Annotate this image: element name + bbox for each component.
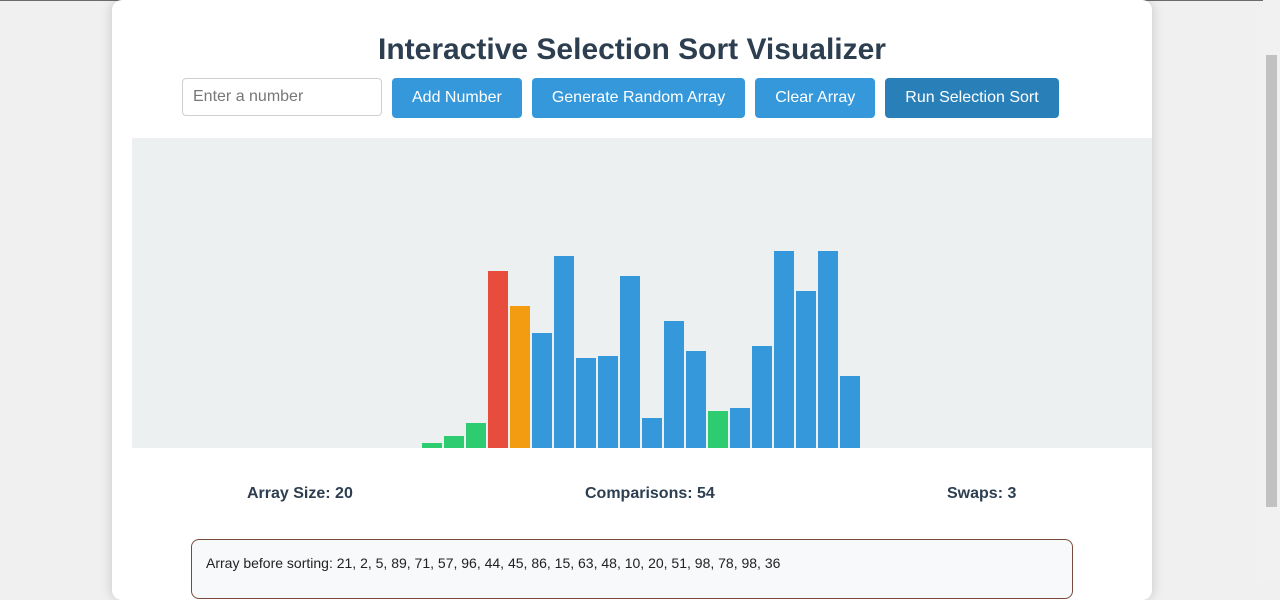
- array-bar: [774, 250, 794, 448]
- page-title: Interactive Selection Sort Visualizer: [378, 33, 886, 66]
- array-bar: [554, 255, 574, 448]
- array-size-stat: Array Size: 20: [247, 485, 353, 502]
- controls-bar: Add Number Generate Random Array Clear A…: [182, 78, 1059, 118]
- bar-list: [422, 138, 860, 448]
- status-message: Array before sorting: 21, 2, 5, 89, 71, …: [191, 539, 1073, 599]
- array-bar: [444, 435, 464, 448]
- number-input[interactable]: [182, 78, 382, 116]
- array-bar: [422, 443, 442, 448]
- array-bar: [686, 350, 706, 448]
- array-bar: [620, 275, 640, 448]
- array-bar: [730, 408, 750, 448]
- array-bar: [796, 290, 816, 448]
- array-bar: [576, 358, 596, 448]
- swaps-stat: Swaps: 3: [947, 485, 1017, 502]
- array-bar: [840, 375, 860, 448]
- array-bar: [752, 345, 772, 448]
- comparisons-stat: Comparisons: 54: [585, 485, 715, 502]
- array-bar: [488, 270, 508, 448]
- array-bar: [818, 250, 838, 448]
- array-visualization: [132, 138, 1152, 448]
- array-bar: [510, 305, 530, 448]
- array-bar: [642, 418, 662, 448]
- page-scrollbar[interactable]: [1263, 0, 1280, 582]
- array-bar: [598, 355, 618, 448]
- visualizer-container: Interactive Selection Sort Visualizer Ad…: [112, 0, 1152, 600]
- scrollbar-thumb[interactable]: [1266, 55, 1277, 507]
- generate-random-array-button[interactable]: Generate Random Array: [531, 78, 746, 118]
- array-bar: [708, 410, 728, 448]
- run-selection-sort-button[interactable]: Run Selection Sort: [885, 78, 1059, 118]
- array-bar: [664, 320, 684, 448]
- clear-array-button[interactable]: Clear Array: [755, 78, 876, 118]
- add-number-button[interactable]: Add Number: [392, 78, 522, 118]
- array-bar: [532, 333, 552, 448]
- array-bar: [466, 423, 486, 448]
